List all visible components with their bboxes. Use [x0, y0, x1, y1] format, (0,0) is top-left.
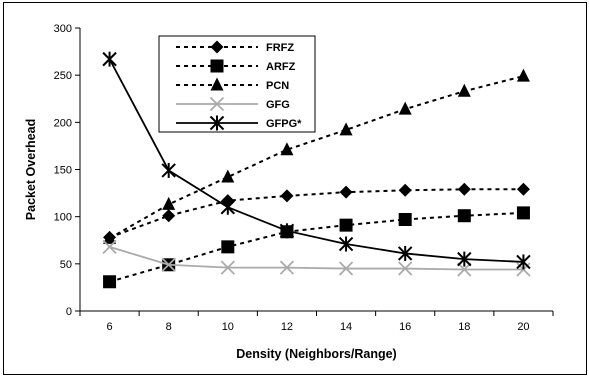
data-point-frfz [339, 185, 353, 199]
data-point-gfpg [161, 162, 176, 178]
legend-marker [210, 59, 224, 73]
x-tick-label: 14 [340, 321, 352, 333]
y-tick-label: 300 [54, 23, 72, 35]
data-point-gfpg [102, 51, 117, 67]
data-point-frfz [457, 182, 471, 196]
series-group [102, 51, 531, 289]
series-pcn [103, 68, 530, 244]
data-point-gfg [338, 261, 354, 276]
data-point-gfpg [279, 223, 295, 239]
series-line-arfz [109, 211, 524, 283]
data-point-pcn [280, 142, 294, 156]
data-point-frfz [280, 189, 294, 203]
y-tick-label: 100 [54, 212, 72, 224]
legend-label: FRFZ [266, 42, 294, 54]
y-tick-label: 200 [54, 117, 72, 129]
data-point-gfg [398, 261, 413, 276]
series-line-gfg [109, 245, 524, 271]
x-axis-label: Density (Neighbors/Range) [236, 347, 396, 361]
data-point-frfz [162, 209, 176, 223]
data-point-arfz [103, 275, 117, 289]
legend-marker [210, 77, 224, 91]
legend-item-gfpg: GFPG* [176, 115, 302, 131]
x-tick-label: 6 [107, 321, 113, 333]
legend-item-gfg: GFG [176, 96, 290, 112]
data-point-pcn [103, 230, 117, 244]
data-point-pcn [162, 196, 176, 210]
legend-item-frfz: FRFZ [176, 40, 294, 54]
data-point-gfg [457, 262, 472, 277]
legend: FRFZ ARFZ PCN GFG GFPG* [158, 35, 316, 133]
data-point-arfz [457, 209, 471, 223]
data-point-gfg [279, 260, 295, 275]
y-tick-label: 0 [66, 306, 72, 318]
data-point-gfpg [220, 199, 236, 215]
chart-frame [3, 2, 587, 375]
data-point-gfg [161, 257, 176, 272]
legend-label: GFPG* [266, 118, 302, 130]
x-tick-label: 12 [281, 321, 293, 333]
data-point-gfg [102, 239, 117, 254]
data-point-pcn [221, 169, 235, 183]
axes: 0 50 100 150 200 250 300 6 8 10 12 14 16 18 20 [54, 23, 554, 333]
x-tick-label: 20 [517, 321, 529, 333]
legend-marker [210, 40, 224, 54]
data-point-gfpg [338, 236, 354, 252]
legend-marker [209, 96, 225, 112]
legend-label: GFG [266, 99, 290, 111]
data-point-gfpg [457, 251, 472, 267]
data-point-gfpg [397, 245, 413, 261]
x-tick-label: 10 [222, 321, 234, 333]
y-tick-label: 250 [54, 70, 72, 82]
data-point-pcn [516, 68, 530, 82]
y-axis-label: Packet Overhead [24, 119, 38, 220]
x-tick-label: 8 [166, 321, 172, 333]
data-point-pcn [457, 83, 471, 97]
data-point-pcn [398, 101, 412, 115]
data-point-arfz [516, 206, 530, 220]
data-point-frfz [398, 183, 412, 197]
data-point-gfg [220, 260, 235, 275]
data-point-gfpg [516, 254, 531, 270]
legend-label: ARFZ [266, 61, 296, 73]
data-point-arfz [398, 212, 412, 226]
series-line-frfz [109, 188, 524, 239]
series-line-gfpg [108, 58, 524, 263]
series-gfpg [102, 51, 531, 270]
data-point-pcn [339, 122, 353, 136]
y-tick-label: 150 [54, 165, 72, 177]
series-gfg [102, 239, 531, 277]
legend-marker [209, 115, 225, 131]
data-point-frfz [516, 182, 530, 196]
data-point-arfz [339, 218, 353, 232]
legend-item-arfz: ARFZ [176, 59, 296, 73]
legend-item-pcn: PCN [176, 77, 289, 92]
x-tick-label: 18 [458, 321, 470, 333]
y-tick-label: 50 [60, 259, 72, 271]
x-tick-label: 16 [399, 321, 411, 333]
data-point-arfz [221, 240, 235, 254]
legend-label: PCN [266, 80, 289, 92]
